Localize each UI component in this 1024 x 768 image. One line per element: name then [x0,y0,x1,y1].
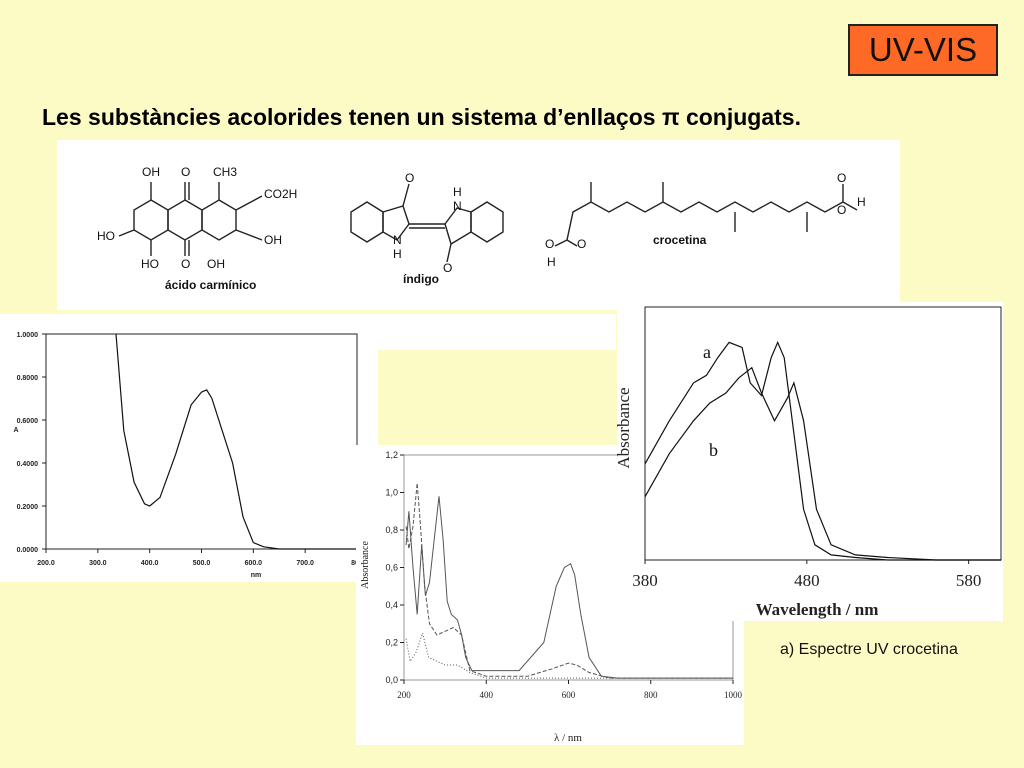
x-tick-label: 700.0 [296,560,314,567]
indigo-label-o-bottom: O [443,261,452,275]
series-label-b: b [709,440,718,460]
title-badge: UV-VIS [848,24,998,76]
carminic-label-oh-bottom: OH [207,257,225,271]
x-tick-label: 580 [956,571,982,590]
x-tick-label: 200 [397,690,411,700]
y-tick-label: 0.2000 [17,504,39,511]
series-line-1 [405,483,733,679]
carminic-label-ch3: CH3 [213,165,237,179]
y-tick-label: 0,0 [385,675,398,685]
crocetin-label-o-left2: O [577,237,586,251]
title-badge-text: UV-VIS [868,31,978,68]
x-tick-label: 400 [480,690,494,700]
x-tick-label: 800 [644,690,658,700]
x-tick-label: 300.0 [89,560,107,567]
carminic-label-o-bottom: O [181,257,190,271]
series-line-b [644,366,1001,561]
y-axis-label: Absorbance [617,387,633,468]
plot-frame [45,333,358,550]
x-tick-label: 600.0 [245,560,263,567]
carminic-label-co2h: CO2H [264,187,297,201]
x-tick-label: 1000 [724,690,743,700]
carminic-label-oh-top: OH [142,165,160,179]
crocetin-name: crocetina [653,233,707,247]
y-axis-label: Absorbance [360,541,371,589]
carminic-label-ho-left: HO [97,229,115,243]
x-tick-label: 500.0 [193,560,211,567]
carminic-label-oh-right: OH [264,233,282,247]
y-tick-label: 0.6000 [17,418,39,425]
series-line-0 [115,333,357,550]
x-tick-label: 200.0 [37,560,55,567]
x-axis-label: nm [251,572,262,579]
indigo-label-h-top: H [453,185,462,199]
spectrum-3-chart: 380 480 580 Wavelength / nm Absorbance a b [614,306,1002,619]
crocetin-label-o-left: O [545,237,554,251]
y-tick-label: 1,2 [385,450,398,460]
y-tick-label: 0.0000 [17,547,39,554]
x-tick-label: 400.0 [141,560,159,567]
crocetin-label-h-right: H [857,195,866,209]
crocetin-label-h-left: H [547,255,556,269]
x-tick-label: 600 [562,690,576,700]
y-axis-label: A [13,427,18,434]
series-label-a: a [703,342,711,362]
carminic-label-o-top: O [181,165,190,179]
y-tick-label: 0,2 [385,638,398,648]
crocetin-label-o-right: O [837,171,846,185]
series-line-2 [405,631,733,679]
indigo-label-o-top: O [405,171,414,185]
x-tick-label: 380 [632,571,658,590]
indigo-label-n-top: N [453,199,462,213]
y-tick-label: 0.4000 [17,461,39,468]
indigo-label-h-bottom: H [393,247,402,261]
y-tick-label: 1,0 [385,488,398,498]
spectrum-2-chart: 200 400 600 800 1000 1,2 1,0 0,8 0,6 0,4 0,2 0,0 λ /… [360,450,743,744]
y-tick-label: 1.0000 [17,332,39,339]
plot-frame [644,306,1002,561]
carminic-name: ácido carmínico [165,278,256,292]
spectrum-1-chart: 200.0300.0400.0500.0600.0700.08001.00000… [13,332,362,579]
indigo-name: índigo [403,272,439,286]
caption: a) Espectre UV crocetina [780,641,958,658]
x-axis-label: Wavelength / nm [756,600,879,619]
spectrum-3: 380 480 580 Wavelength / nm Absorbance a b [614,302,1003,621]
y-tick-label: 0.8000 [17,375,39,382]
spectrum-1: 200.0300.0400.0500.0600.0700.08001.00000… [0,320,378,582]
slide-heading: Les substàncies acolorides tenen un sist… [42,104,801,130]
indigo-label-n-bottom: N [393,233,402,247]
series-line-a [644,340,1001,561]
crocetin-label-o-right2: O [837,203,846,217]
y-tick-label: 0,8 [385,525,398,535]
carminic-label-ho-bottom: HO [141,257,159,271]
y-tick-label: 0,6 [385,563,398,573]
structures-drawing: OH O CH3 CO2H HO OH HO O OH O H N N H O … [97,165,866,292]
structures-panel: OH O CH3 CO2H HO OH HO O OH O H N N H O … [57,140,900,310]
x-tick-label: 480 [794,571,820,590]
y-tick-label: 0,4 [385,600,398,610]
x-axis-label: λ / nm [554,732,582,744]
